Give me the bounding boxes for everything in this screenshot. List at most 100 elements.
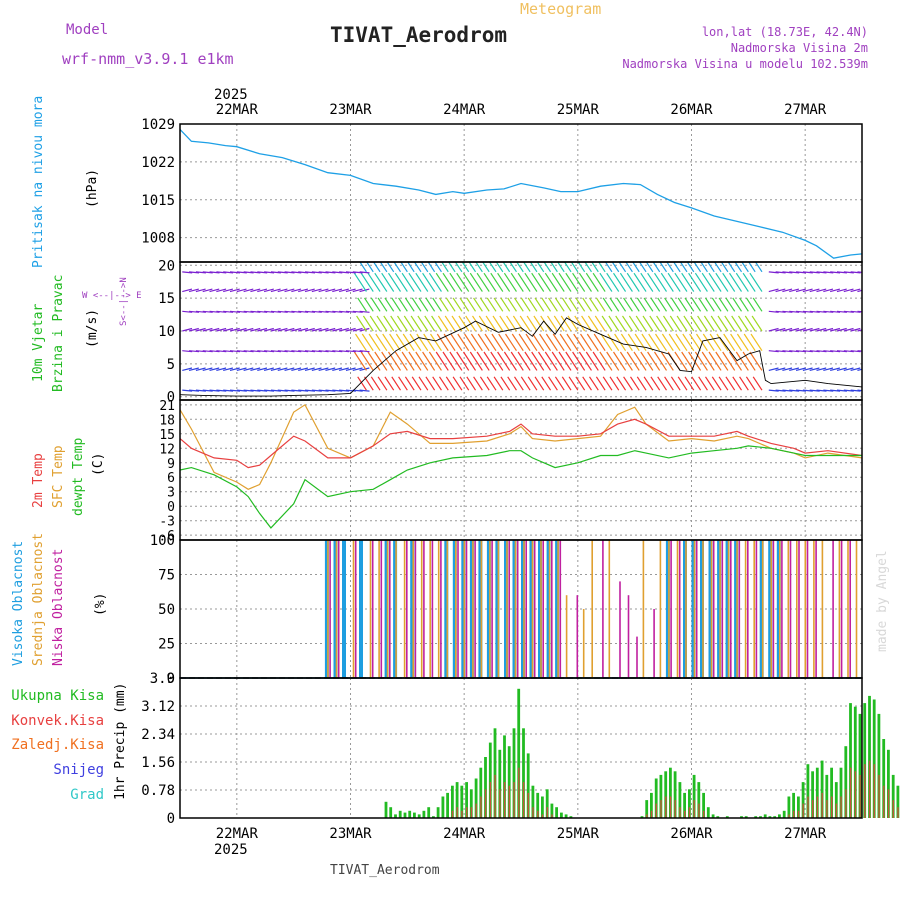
wind-arrow: [597, 262, 606, 273]
wind-arrow: [809, 310, 820, 313]
wind-arrow: [442, 351, 456, 371]
cloud-bar: [734, 540, 739, 678]
precip-bar: [839, 767, 843, 818]
cloud-bar: [389, 540, 391, 678]
cloud-bar: [523, 540, 525, 678]
wind-arrow: [768, 288, 779, 293]
wind-arrow: [363, 376, 374, 391]
wind-arrow: [722, 272, 736, 292]
wind-arrow: [809, 367, 820, 372]
wind-arrow: [647, 272, 661, 292]
precip-bar: [754, 816, 758, 818]
wind-arrow: [438, 297, 449, 312]
precip-bar: [466, 807, 468, 818]
wind-arrow: [602, 376, 613, 391]
wind-arrow: [318, 310, 329, 313]
wind-arrow: [836, 367, 847, 372]
wind-tick-labels: 0 5 10 15 20: [158, 258, 175, 405]
wind-arrow: [449, 272, 463, 292]
precip-bar: [475, 803, 477, 818]
wind-arrow: [608, 315, 620, 332]
cloud-bar: [533, 540, 536, 678]
precip-bar: [503, 782, 506, 818]
wind-arrow: [843, 367, 854, 372]
model-label: Model: [66, 22, 108, 38]
wind-compass-we: W <--|--> E: [82, 291, 142, 301]
wind-arrow: [668, 333, 681, 352]
precip-bar: [664, 771, 668, 818]
cloud-bar: [744, 540, 747, 678]
tick-label: 1029: [141, 117, 175, 133]
wind-arrow: [782, 327, 793, 332]
wind-arrow: [291, 367, 302, 372]
tick-label: 50: [158, 602, 175, 618]
wind-arrow: [750, 333, 763, 352]
precip-bar: [469, 789, 473, 818]
tick-label: 3.9: [150, 671, 175, 687]
wind-arrow: [693, 262, 702, 273]
precip-bar: [645, 800, 649, 818]
wind-arrow: [782, 288, 793, 293]
precip-bar: [531, 785, 535, 818]
cloud-bar: [354, 540, 357, 678]
wind-arrow: [836, 288, 847, 293]
high-cloud-label: Visoka Oblacnost: [11, 541, 26, 666]
precip-bar: [821, 792, 823, 818]
wind-arrow: [493, 297, 504, 312]
wind-arrow: [732, 376, 743, 391]
wind-arrow: [189, 310, 200, 313]
precip-bar: [546, 807, 548, 818]
wind-arrow: [483, 351, 497, 371]
wind-arrow: [513, 297, 524, 312]
wind-arrow: [830, 271, 841, 274]
precip-bar: [640, 816, 644, 818]
wind-arrow: [476, 351, 490, 371]
wind-arrow: [775, 367, 786, 372]
wind-arrow: [298, 327, 309, 332]
precip-bar: [650, 810, 653, 818]
wind-arrow: [836, 271, 847, 274]
wind-arrow: [216, 350, 227, 353]
precip-bar: [702, 792, 705, 818]
wind-arrow: [709, 333, 722, 352]
precip-bar: [825, 774, 829, 818]
precip-bar: [522, 728, 525, 818]
wind-arrow: [551, 351, 565, 371]
tick-label: 0: [167, 811, 175, 827]
wind-arrow: [391, 297, 402, 312]
wind-arrow: [471, 315, 483, 332]
precip-bar: [854, 771, 857, 818]
wind-arrow: [752, 297, 763, 312]
wind-arrow: [491, 333, 504, 352]
wind-arrow: [379, 262, 388, 273]
wind-arrow: [500, 297, 511, 312]
panel-frame: [179, 123, 863, 263]
wind-arrow: [633, 272, 647, 292]
wind-arrow: [749, 272, 763, 292]
wind-arrow: [250, 389, 261, 392]
wind-arrow: [188, 327, 199, 332]
wind-arrow: [795, 367, 806, 372]
precip-bar: [465, 782, 468, 818]
cloud-bar: [529, 540, 534, 678]
precip-bar: [787, 796, 791, 818]
tick-label: 0: [167, 390, 175, 406]
wind-arrow: [270, 367, 281, 372]
cloud-bar: [695, 540, 698, 678]
wind-arrow: [243, 327, 254, 332]
cloud-bar: [559, 540, 562, 678]
wind-arrow: [425, 297, 436, 312]
wind-arrow: [629, 376, 640, 391]
wind-arrow: [469, 351, 483, 371]
wind-arrow: [257, 350, 268, 353]
wind-arrow: [469, 272, 483, 292]
wind-arrow: [857, 271, 862, 273]
cloud-bar: [342, 540, 346, 678]
wind-arrow: [656, 315, 667, 332]
wind-arrow: [257, 327, 268, 332]
tick-label: 0: [167, 500, 175, 515]
precip-bar: [480, 796, 482, 818]
wind-arrow: [676, 315, 688, 332]
wind-arrow: [325, 350, 336, 353]
wind-arrow: [809, 327, 820, 332]
